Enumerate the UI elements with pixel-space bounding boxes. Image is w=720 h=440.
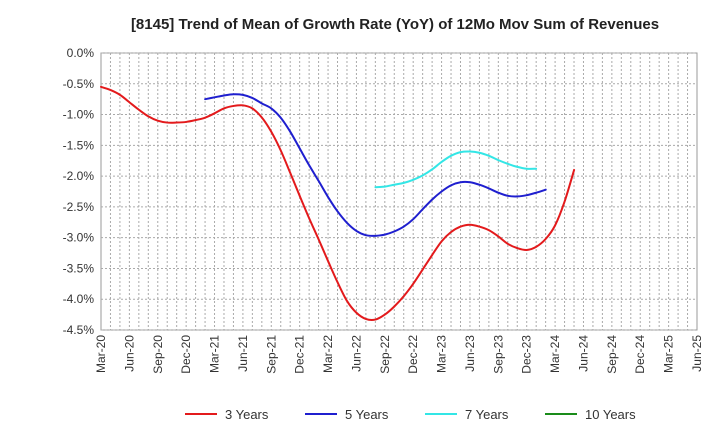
- x-tick-label: Sep-24: [605, 335, 619, 374]
- x-tick-label: Jun-21: [236, 335, 250, 372]
- x-tick-label: Jun-22: [349, 335, 363, 372]
- legend-label-3-years: 3 Years: [225, 407, 269, 422]
- legend: 3 Years 5 Years 7 Years 10 Years: [185, 407, 636, 422]
- axes: 0.0% -0.5% -1.0% -1.5% -2.0% -2.5% -3.0% -3.5% -…: [63, 46, 704, 374]
- legend-label-10-years: 10 Years: [585, 407, 636, 422]
- x-tick-label: Mar-25: [662, 335, 676, 373]
- chart-title: [8145] Trend of Mean of Growth Rate (YoY…: [131, 16, 659, 33]
- x-tick-label: Mar-20: [94, 335, 108, 373]
- x-tick-label: Dec-23: [520, 335, 534, 374]
- y-tick-label: -2.0%: [63, 169, 95, 183]
- x-tick-label: Sep-22: [378, 335, 392, 374]
- x-tick-label: Mar-23: [435, 335, 449, 373]
- y-tick-label: -4.0%: [63, 292, 95, 306]
- x-tick-label: Dec-20: [179, 335, 193, 374]
- series-line-5-years: [204, 93, 547, 237]
- x-tick-label: Dec-24: [633, 335, 647, 374]
- y-tick-label: -3.5%: [63, 261, 95, 275]
- legend-label-5-years: 5 Years: [345, 407, 389, 422]
- x-tick-label: Dec-22: [406, 335, 420, 374]
- x-tick-label: Mar-22: [321, 335, 335, 373]
- x-tick-label: Jun-24: [576, 335, 590, 372]
- x-tick-label: Jun-25: [690, 335, 704, 372]
- y-tick-label: -1.5%: [63, 138, 95, 152]
- x-tick-label: Sep-21: [264, 335, 278, 374]
- series-line-7-years: [374, 150, 538, 189]
- x-tick-label: Mar-21: [208, 335, 222, 373]
- grid: [100, 52, 698, 331]
- x-tick-label: Mar-24: [548, 335, 562, 373]
- series-line-3-years: [100, 85, 576, 321]
- y-tick-label: -2.5%: [63, 200, 95, 214]
- y-tick-label: -1.0%: [63, 108, 95, 122]
- x-tick-label: Sep-23: [491, 335, 505, 374]
- y-tick-label: -3.0%: [63, 231, 95, 245]
- series-lines: [100, 85, 576, 321]
- x-tick-label: Jun-23: [463, 335, 477, 372]
- x-tick-label: Dec-21: [293, 335, 307, 374]
- legend-label-7-years: 7 Years: [465, 407, 509, 422]
- y-tick-label: -4.5%: [63, 323, 95, 337]
- plot-area: [100, 52, 698, 331]
- x-tick-label: Sep-20: [151, 335, 165, 374]
- y-tick-label: -0.5%: [63, 77, 95, 91]
- x-tick-label: Jun-20: [122, 335, 136, 372]
- y-tick-label: 0.0%: [67, 46, 95, 60]
